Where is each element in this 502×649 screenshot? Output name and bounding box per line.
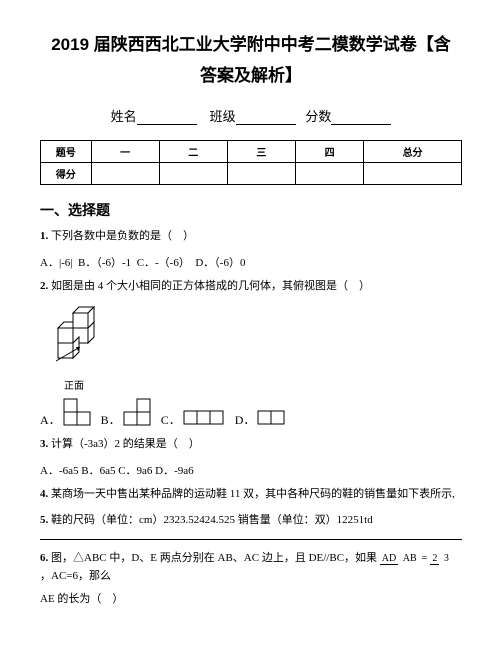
q3-options: A．-6a5 B．6a5 C．9a6 D．-9a6 (40, 462, 462, 478)
score-table: 题号 一 二 三 四 总分 得分 (40, 140, 462, 185)
q1-number: 1. (40, 230, 48, 242)
q3-text: 计算（-3a3）2 的结果是（ ） (51, 438, 200, 450)
name-blank (137, 111, 197, 125)
header-cell: 总分 (364, 141, 462, 163)
class-label: 班级 (210, 109, 236, 124)
q3-number: 3. (40, 438, 48, 450)
q2-opt-d-label: D． (235, 411, 256, 428)
q1-text: 下列各数中是负数的是（ ） (51, 230, 194, 242)
student-info-line: 姓名 班级 分数 (40, 106, 462, 125)
score-cell (364, 163, 462, 185)
question-4: 4. 某商场一天中售出某种品牌的运动鞋 11 双，其中各种尺码的鞋的销售量如下表… (40, 486, 462, 504)
question-6: 6. 图，△ABC 中，D、E 两点分别在 AB、AC 边上，且 DE//BC，… (40, 550, 462, 609)
name-label: 姓名 (111, 109, 137, 124)
q1-options: A．|-6| B．（-6）-1 C．-（-6） D．（-6）0 (40, 254, 462, 270)
q1-opt-d: D．（-6）0 (195, 257, 245, 269)
q2-number: 2. (40, 280, 48, 292)
option-a-icon (63, 398, 93, 428)
q1-opt-a: A．|-6| (40, 257, 73, 269)
q2-option-b: B． (101, 398, 153, 428)
q2-main-figure: 正面 (50, 303, 462, 392)
header-cell: 二 (159, 141, 227, 163)
q2-option-c: C． (161, 410, 227, 428)
q6-text-2: ，AC=6，那么 (40, 570, 111, 582)
cube-3d-icon (50, 303, 120, 373)
fraction-ad-ab: AD AB (380, 554, 419, 564)
q2-option-d: D． (235, 410, 288, 428)
header-cell: 题号 (41, 141, 92, 163)
fraction-2-3: 2 3 (430, 554, 451, 564)
q1-opt-b: B．（-6）-1 (78, 257, 131, 269)
score-blank (331, 111, 391, 125)
question-2: 2. 如图是由 4 个大小相同的正方体搭成的几何体，其俯视图是（ ） (40, 278, 462, 296)
class-blank (236, 111, 296, 125)
q5-number: 5. (40, 514, 48, 526)
score-cell (295, 163, 363, 185)
section-1-title: 一、选择题 (40, 200, 462, 220)
option-c-icon (183, 410, 227, 428)
frac-top: AD (380, 553, 398, 565)
q5-text: 鞋的尺码（单位：cm）2323.52424.525 销售量（单位：双）12251… (51, 514, 373, 526)
equals-sign: = (421, 552, 427, 564)
frac2-top: 2 (430, 553, 439, 565)
row-label-cell: 得分 (41, 163, 92, 185)
divider-line (40, 539, 462, 540)
q2-options-row: A． B． C． D． (40, 398, 462, 428)
table-header-row: 题号 一 二 三 四 总分 (41, 141, 462, 163)
score-cell (227, 163, 295, 185)
option-d-icon (257, 410, 287, 428)
option-b-icon (123, 398, 153, 428)
score-cell (91, 163, 159, 185)
q6-text-3: AE 的长为（ ） (40, 591, 462, 609)
title-line-2: 答案及解析】 (40, 61, 462, 92)
q2-text: 如图是由 4 个大小相同的正方体搭成的几何体，其俯视图是（ ） (51, 280, 370, 292)
q4-text: 某商场一天中售出某种品牌的运动鞋 11 双，其中各种尺码的鞋的销售量如下表所示, (51, 488, 455, 500)
q2-opt-a-label: A． (40, 411, 61, 428)
table-score-row: 得分 (41, 163, 462, 185)
q6-text-1: 图，△ABC 中，D、E 两点分别在 AB、AC 边上，且 DE//BC，如果 (51, 552, 377, 564)
header-cell: 三 (227, 141, 295, 163)
question-1: 1. 下列各数中是负数的是（ ） (40, 228, 462, 246)
q4-number: 4. (40, 488, 48, 500)
frac2-bot: 3 (442, 553, 451, 564)
q6-number: 6. (40, 552, 48, 564)
score-cell (159, 163, 227, 185)
title-line-1: 2019 届陕西西北工业大学附中中考二模数学试卷【含 (40, 30, 462, 61)
q2-opt-c-label: C． (161, 411, 181, 428)
q2-main-label: 正面 (64, 377, 462, 392)
q2-option-a: A． (40, 398, 93, 428)
frac-bot: AB (401, 553, 419, 564)
q1-opt-c: C．-（-6） (137, 257, 190, 269)
question-3: 3. 计算（-3a3）2 的结果是（ ） (40, 436, 462, 454)
header-cell: 一 (91, 141, 159, 163)
score-label: 分数 (305, 109, 331, 124)
q2-opt-b-label: B． (101, 411, 121, 428)
page-title: 2019 届陕西西北工业大学附中中考二模数学试卷【含 答案及解析】 (40, 30, 462, 91)
question-5: 5. 鞋的尺码（单位：cm）2323.52424.525 销售量（单位：双）12… (40, 512, 462, 530)
header-cell: 四 (295, 141, 363, 163)
